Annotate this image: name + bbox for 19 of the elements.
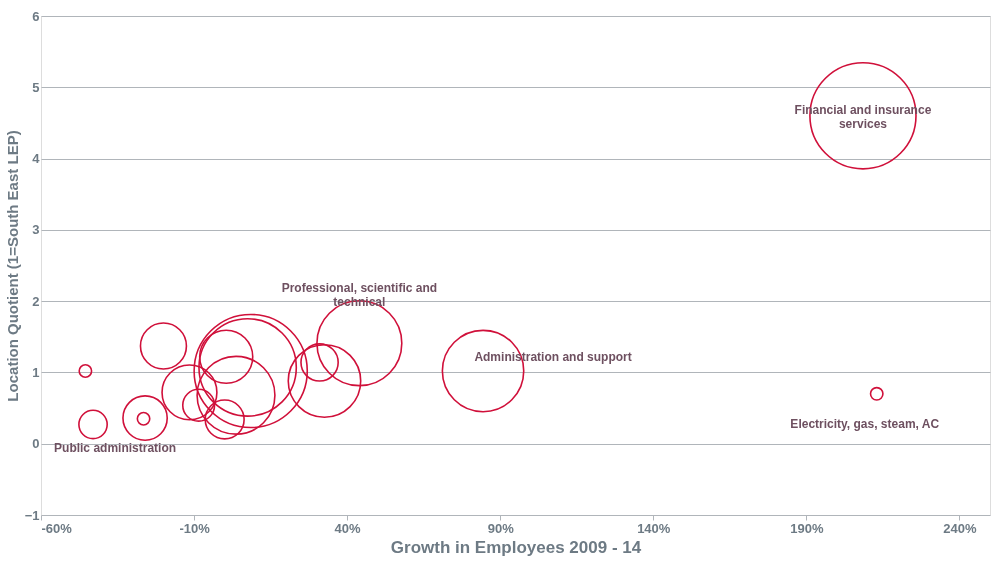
y-tick-label: 5	[32, 79, 40, 95]
x-tick-label: 90%	[487, 520, 515, 536]
y-tick-label: 2	[32, 293, 40, 309]
y-tick-label: −1	[24, 507, 40, 523]
y-tick-label: 0	[32, 436, 40, 452]
y-tick-label: 6	[32, 8, 40, 24]
annotation: Public administration	[54, 441, 177, 456]
x-axis-title: Growth in Employees 2009 - 14	[390, 537, 642, 557]
x-tick-label: 140%	[637, 520, 671, 536]
y-tick-label: 1	[32, 364, 40, 380]
x-tick-label: 40%	[334, 520, 362, 536]
x-tick-label: -60%	[41, 520, 73, 536]
x-tick-label: 190%	[790, 520, 824, 536]
y-tick-label: 4	[32, 151, 41, 167]
x-tick-label: -10%	[179, 520, 211, 536]
annotation: Electricity, gas, steam, AC	[790, 416, 940, 431]
y-tick-label: 3	[32, 222, 40, 238]
y-axis-title: Location Quotient (1=South East LEP)	[3, 130, 21, 402]
x-tick-label: 240%	[943, 520, 977, 536]
